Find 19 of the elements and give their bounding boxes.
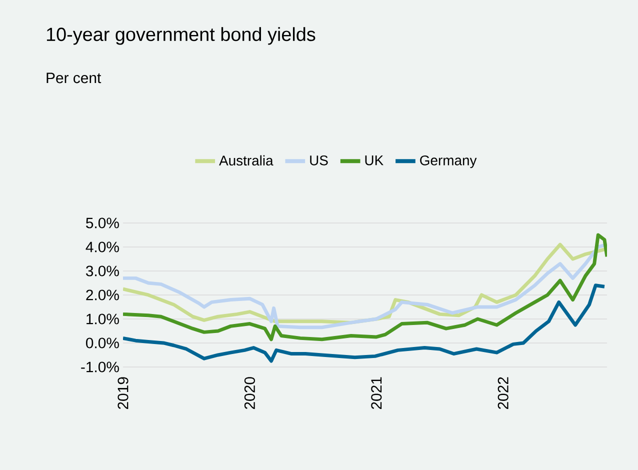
- y-tick-label: 3.0%: [86, 266, 119, 276]
- legend-label: UK: [365, 156, 384, 166]
- chart-subtitle: Per cent: [46, 72, 102, 84]
- legend-label: Australia: [219, 155, 274, 166]
- y-tick-label: 4.0%: [86, 242, 119, 252]
- chart-title: 10-year government bond yields: [46, 27, 316, 45]
- x-tick-label: 2020: [244, 377, 255, 409]
- x-tick-label: 2021: [371, 377, 382, 409]
- y-tick-label: 0.0%: [86, 338, 119, 348]
- line-series: [123, 233, 608, 342]
- legend-label: US: [310, 155, 328, 166]
- x-tick-label: 2019: [118, 377, 128, 409]
- line-series: [123, 284, 606, 363]
- y-tick-label: 5.0%: [86, 218, 119, 228]
- y-tick-label: -1.0%: [81, 362, 119, 372]
- y-tick-label: 1.0%: [86, 314, 119, 324]
- x-tick-label: 2022: [498, 377, 508, 409]
- legend-label: Germany: [420, 155, 477, 168]
- y-tick-label: 2.0%: [86, 290, 119, 300]
